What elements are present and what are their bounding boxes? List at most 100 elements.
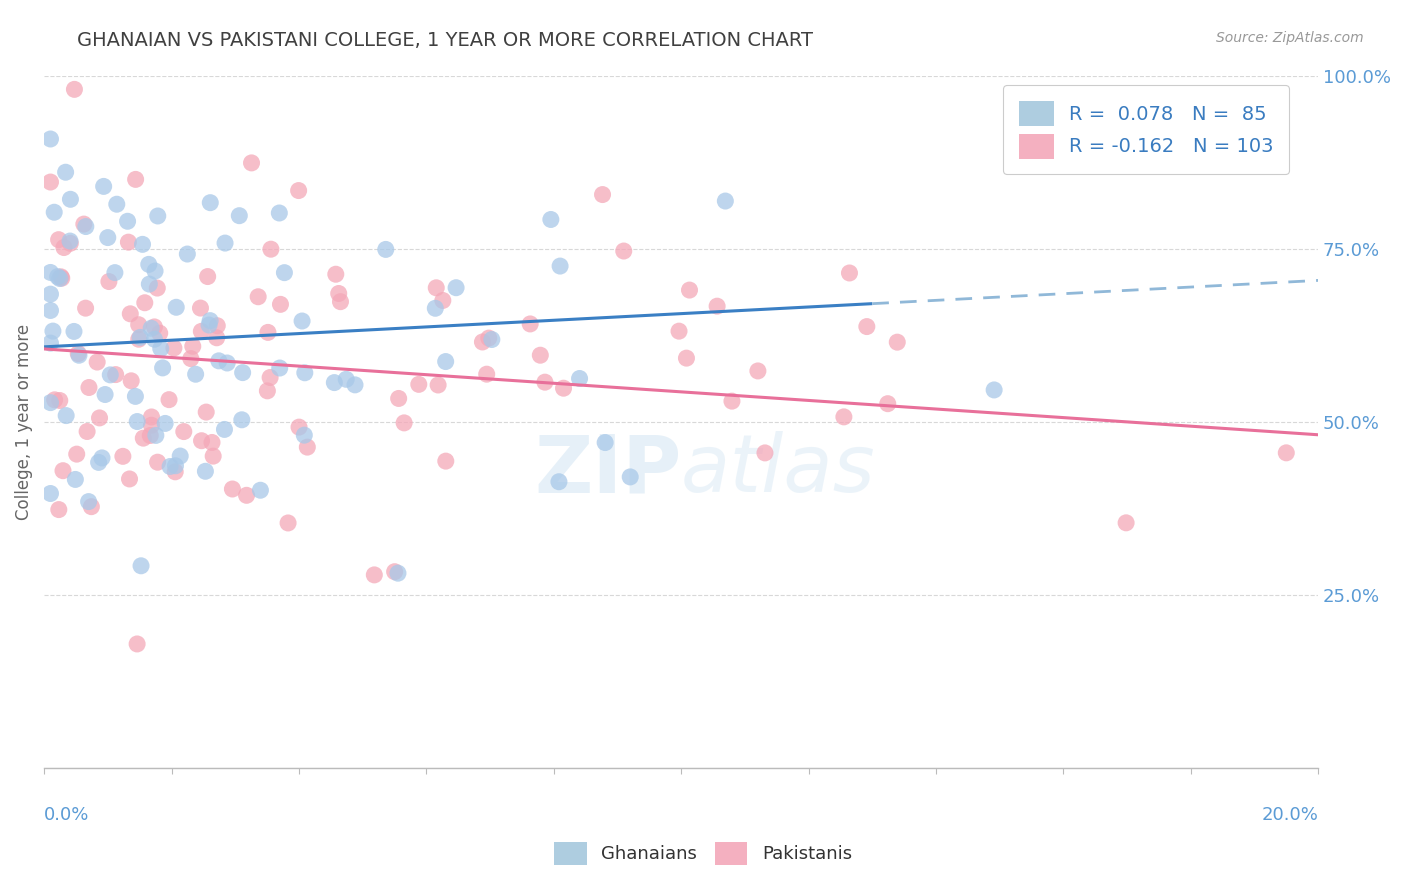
Point: [124, 172, 146, 186]
Point: [159, 459, 181, 474]
Point: [328, 286, 350, 301]
Point: [568, 371, 591, 385]
Point: [202, 449, 225, 463]
Point: [434, 454, 457, 468]
Point: [46, 269, 69, 284]
Point: [392, 416, 415, 430]
Point: [288, 420, 311, 434]
Point: [124, 389, 146, 403]
Point: [173, 425, 195, 439]
Point: [519, 317, 541, 331]
Point: [169, 449, 191, 463]
Point: [363, 567, 385, 582]
Text: 20.0%: 20.0%: [1261, 805, 1319, 824]
Point: [613, 244, 636, 258]
Point: [325, 267, 347, 281]
Point: [143, 264, 166, 278]
Point: [180, 351, 202, 366]
Point: [217, 356, 239, 370]
Point: [481, 333, 503, 347]
Point: [152, 360, 174, 375]
Point: [49, 393, 72, 408]
Point: [747, 364, 769, 378]
Point: [39, 175, 62, 189]
Point: [52, 464, 75, 478]
Text: 0.0%: 0.0%: [44, 805, 90, 824]
Point: [55, 165, 77, 179]
Point: [75, 219, 97, 234]
Point: [48, 502, 70, 516]
Point: [52, 241, 75, 255]
Point: [146, 209, 169, 223]
Point: [55, 409, 77, 423]
Point: [49, 271, 72, 285]
Point: [384, 565, 406, 579]
Point: [134, 295, 156, 310]
Point: [1115, 516, 1137, 530]
Point: [80, 500, 103, 514]
Point: [98, 368, 121, 382]
Point: [269, 206, 291, 220]
Point: [335, 372, 357, 386]
Point: [165, 465, 187, 479]
Point: [42, 324, 65, 338]
Point: [49, 269, 72, 284]
Point: [240, 156, 263, 170]
Point: [131, 237, 153, 252]
Point: [273, 266, 295, 280]
Point: [619, 470, 641, 484]
Point: [675, 351, 697, 365]
Point: [197, 269, 219, 284]
Point: [190, 324, 212, 338]
Point: [205, 331, 228, 345]
Point: [146, 455, 169, 469]
Point: [111, 450, 134, 464]
Point: [39, 486, 62, 500]
Point: [141, 321, 163, 335]
Point: [104, 266, 127, 280]
Point: [117, 235, 139, 249]
Point: [540, 212, 562, 227]
Point: [534, 375, 557, 389]
Point: [66, 447, 89, 461]
Point: [67, 348, 90, 362]
Point: [235, 488, 257, 502]
Point: [592, 187, 614, 202]
Point: [434, 354, 457, 368]
Point: [105, 197, 128, 211]
Point: [127, 637, 149, 651]
Point: [93, 179, 115, 194]
Point: [548, 259, 571, 273]
Point: [232, 366, 254, 380]
Point: [91, 450, 114, 465]
Legend: R =  0.078   N =  85, R = -0.162   N = 103: R = 0.078 N = 85, R = -0.162 N = 103: [1002, 86, 1289, 174]
Point: [343, 377, 366, 392]
Point: [39, 132, 62, 146]
Point: [323, 376, 346, 390]
Point: [432, 293, 454, 308]
Point: [59, 234, 82, 248]
Point: [184, 368, 207, 382]
Point: [221, 482, 243, 496]
Point: [77, 494, 100, 508]
Point: [165, 458, 187, 473]
Point: [149, 342, 172, 356]
Point: [260, 242, 283, 256]
Point: [214, 236, 236, 251]
Point: [63, 82, 86, 96]
Point: [76, 425, 98, 439]
Point: [886, 335, 908, 350]
Point: [104, 368, 127, 382]
Point: [388, 392, 411, 406]
Point: [231, 413, 253, 427]
Point: [198, 313, 221, 327]
Point: [149, 326, 172, 341]
Point: [128, 332, 150, 346]
Point: [77, 380, 100, 394]
Point: [200, 195, 222, 210]
Point: [856, 319, 879, 334]
Point: [228, 209, 250, 223]
Point: [127, 415, 149, 429]
Point: [329, 294, 352, 309]
Point: [190, 301, 212, 315]
